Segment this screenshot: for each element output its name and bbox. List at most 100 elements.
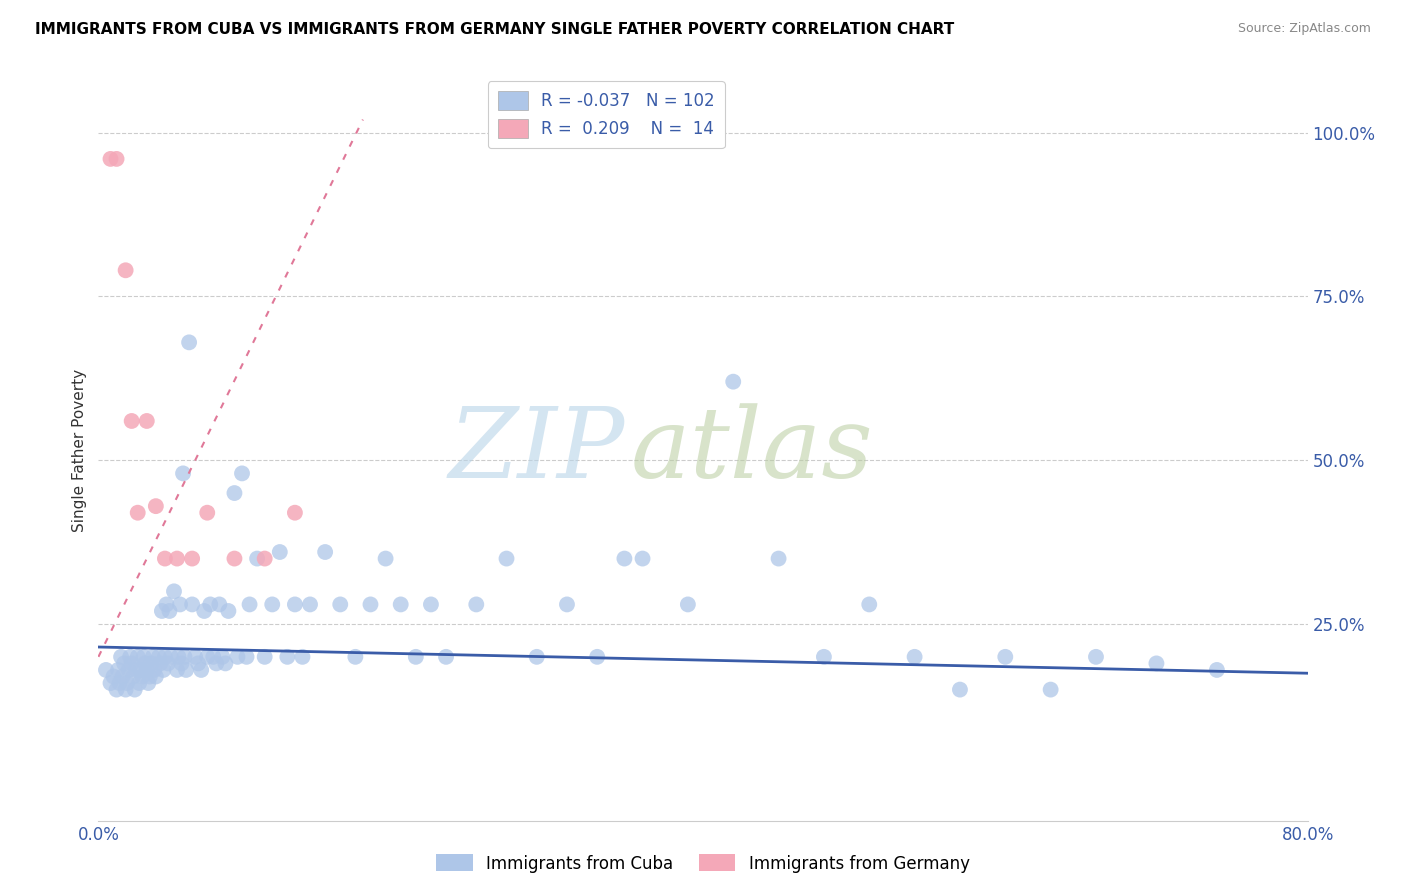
Point [360, 598, 382, 612]
Point [344, 649, 367, 664]
Point [174, 663, 197, 677]
Point [269, 545, 291, 559]
Point [105, 682, 128, 697]
Text: IMMIGRANTS FROM CUBA VS IMMIGRANTS FROM GERMANY SINGLE FATHER POVERTY CORRELATIO: IMMIGRANTS FROM CUBA VS IMMIGRANTS FROM … [35, 22, 955, 37]
Point [132, 649, 155, 664]
Point [904, 649, 927, 664]
Point [253, 649, 276, 664]
Point [495, 551, 517, 566]
Point [181, 598, 204, 612]
Point [129, 663, 152, 677]
Point [166, 663, 188, 677]
Point [145, 499, 167, 513]
Point [153, 551, 176, 566]
Legend: Immigrants from Cuba, Immigrants from Germany: Immigrants from Cuba, Immigrants from Ge… [430, 847, 976, 880]
Point [118, 663, 141, 677]
Point [94, 663, 117, 677]
Point [949, 682, 972, 697]
Point [160, 649, 183, 664]
Point [284, 598, 307, 612]
Point [167, 649, 190, 664]
Point [224, 551, 246, 566]
Point [110, 649, 132, 664]
Point [314, 545, 336, 559]
Point [127, 649, 149, 664]
Point [723, 375, 745, 389]
Point [103, 669, 125, 683]
Point [253, 551, 276, 566]
Point [224, 486, 246, 500]
Point [169, 598, 191, 612]
Point [100, 676, 122, 690]
Point [555, 598, 578, 612]
Point [217, 604, 239, 618]
Text: ZIP: ZIP [449, 403, 624, 498]
Point [173, 649, 195, 664]
Point [239, 598, 262, 612]
Point [136, 676, 159, 690]
Point [184, 649, 207, 664]
Point [200, 598, 222, 612]
Point [111, 669, 134, 683]
Point [768, 551, 790, 566]
Point [121, 414, 143, 428]
Point [179, 335, 201, 350]
Point [1206, 663, 1229, 677]
Point [131, 669, 153, 683]
Point [195, 506, 218, 520]
Point [231, 467, 253, 481]
Point [374, 551, 396, 566]
Point [125, 663, 148, 677]
Y-axis label: Single Father Poverty: Single Father Poverty [72, 369, 87, 532]
Point [1039, 682, 1062, 697]
Point [156, 657, 179, 671]
Point [613, 551, 636, 566]
Point [202, 649, 225, 664]
Point [150, 604, 173, 618]
Point [170, 657, 193, 671]
Point [246, 551, 269, 566]
Point [120, 649, 142, 664]
Point [994, 649, 1017, 664]
Point [813, 649, 835, 664]
Point [193, 604, 215, 618]
Point [187, 657, 209, 671]
Point [526, 649, 548, 664]
Point [389, 598, 412, 612]
Point [115, 676, 138, 690]
Point [235, 649, 257, 664]
Legend: R = -0.037   N = 102, R =  0.209    N =  14: R = -0.037 N = 102, R = 0.209 N = 14 [488, 81, 724, 148]
Point [122, 669, 145, 683]
Point [159, 604, 181, 618]
Point [105, 152, 128, 166]
Point [139, 669, 162, 683]
Point [291, 649, 314, 664]
Point [195, 649, 218, 664]
Point [284, 506, 307, 520]
Point [181, 551, 204, 566]
Point [299, 598, 322, 612]
Point [152, 663, 174, 677]
Point [127, 506, 149, 520]
Point [155, 598, 177, 612]
Point [1085, 649, 1108, 664]
Point [172, 467, 194, 481]
Point [149, 657, 172, 671]
Point [108, 676, 131, 690]
Point [631, 551, 654, 566]
Point [190, 663, 212, 677]
Text: atlas: atlas [630, 403, 873, 498]
Point [135, 663, 157, 677]
Point [121, 657, 143, 671]
Point [586, 649, 609, 664]
Point [465, 598, 488, 612]
Point [858, 598, 880, 612]
Point [148, 649, 170, 664]
Point [112, 657, 135, 671]
Point [134, 657, 156, 671]
Point [107, 663, 129, 677]
Point [142, 649, 165, 664]
Point [211, 649, 233, 664]
Point [205, 657, 228, 671]
Point [141, 657, 163, 671]
